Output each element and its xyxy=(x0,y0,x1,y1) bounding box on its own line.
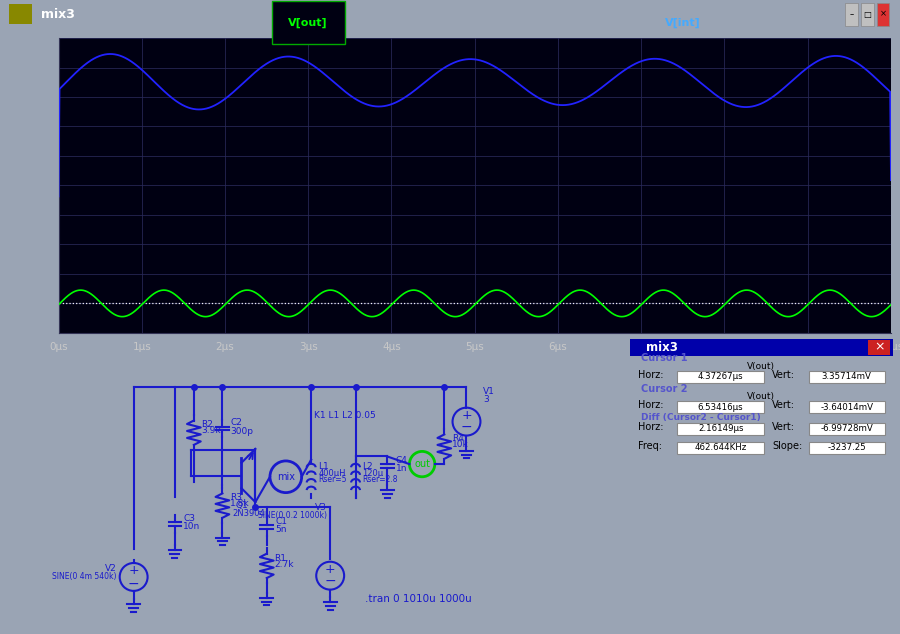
Text: –: – xyxy=(850,10,853,19)
Text: R2: R2 xyxy=(202,420,213,429)
Text: 4μs: 4μs xyxy=(382,342,400,353)
Text: .tran 0 1010u 1000u: .tran 0 1010u 1000u xyxy=(365,594,472,604)
Text: V(out): V(out) xyxy=(747,363,776,372)
Text: 10k: 10k xyxy=(452,441,469,450)
Text: +: + xyxy=(325,564,336,576)
Text: 462.644KHz: 462.644KHz xyxy=(695,443,747,453)
Text: 2.7k: 2.7k xyxy=(274,560,294,569)
Text: L2: L2 xyxy=(363,462,374,471)
Text: 9μs: 9μs xyxy=(798,342,817,353)
Text: SINE(0 4m 540k): SINE(0 4m 540k) xyxy=(52,572,116,581)
Text: 6μs: 6μs xyxy=(549,342,567,353)
Text: −: − xyxy=(461,420,472,434)
Text: mix3: mix3 xyxy=(40,8,75,21)
Bar xyxy=(877,3,889,26)
Text: 5μs: 5μs xyxy=(465,342,484,353)
Text: 1n: 1n xyxy=(395,464,407,473)
Text: R3: R3 xyxy=(230,493,242,502)
Text: -3.64014mV: -3.64014mV xyxy=(820,403,873,412)
Text: Slope:: Slope: xyxy=(772,441,802,451)
Bar xyxy=(678,423,764,435)
Text: Q1: Q1 xyxy=(235,501,248,510)
Text: −: − xyxy=(128,577,140,591)
Text: V2: V2 xyxy=(104,564,116,573)
Text: 6.53416μs: 6.53416μs xyxy=(698,403,743,412)
Text: SINE(0 0.2 1000k): SINE(0 0.2 1000k) xyxy=(258,511,327,520)
Text: −: − xyxy=(324,574,336,588)
Text: 300p: 300p xyxy=(230,427,254,436)
Bar xyxy=(809,423,885,435)
Text: 3.35714mV: 3.35714mV xyxy=(822,372,872,382)
Text: 2μs: 2μs xyxy=(216,342,234,353)
Text: Horz:: Horz: xyxy=(638,422,663,432)
Text: R4: R4 xyxy=(452,434,464,443)
Text: Cursor 2: Cursor 2 xyxy=(641,384,687,394)
Text: K1 L1 L2 0.05: K1 L1 L2 0.05 xyxy=(314,411,376,420)
Bar xyxy=(630,339,893,356)
Text: 10n: 10n xyxy=(183,522,201,531)
Text: 2N3904: 2N3904 xyxy=(232,509,265,518)
Bar xyxy=(809,401,885,413)
Text: C1: C1 xyxy=(275,517,287,526)
Text: out: out xyxy=(414,459,430,469)
Text: □: □ xyxy=(864,10,871,19)
Text: C3: C3 xyxy=(183,514,195,522)
Text: ×: × xyxy=(874,340,885,354)
Text: C4: C4 xyxy=(395,456,408,465)
Text: R1: R1 xyxy=(274,553,286,562)
Text: 2.16149μs: 2.16149μs xyxy=(698,424,743,434)
Text: V1: V1 xyxy=(483,387,495,396)
Text: Vert:: Vert: xyxy=(772,370,795,380)
Text: 1μs: 1μs xyxy=(132,342,151,353)
Text: 120μ: 120μ xyxy=(363,469,383,477)
Text: mix: mix xyxy=(277,472,295,482)
Text: +: + xyxy=(461,410,472,422)
Text: Cursor 1: Cursor 1 xyxy=(641,353,687,363)
Text: 3μs: 3μs xyxy=(299,342,318,353)
Bar xyxy=(809,442,885,454)
Text: V(out): V(out) xyxy=(747,392,776,401)
Text: mix3: mix3 xyxy=(646,341,678,354)
Text: Horz:: Horz: xyxy=(638,400,663,410)
Bar xyxy=(861,3,874,26)
Text: Freq:: Freq: xyxy=(638,441,662,451)
Text: V3: V3 xyxy=(315,503,327,512)
Text: 3: 3 xyxy=(483,395,489,404)
Text: 1.8k: 1.8k xyxy=(230,500,249,508)
Text: Rser=5: Rser=5 xyxy=(318,476,346,484)
Text: L1: L1 xyxy=(318,462,328,471)
Bar xyxy=(678,371,764,383)
Bar xyxy=(845,3,858,26)
Bar xyxy=(678,401,764,413)
Bar xyxy=(809,371,885,383)
Text: V[out]: V[out] xyxy=(288,18,328,28)
Text: Rser=2.8: Rser=2.8 xyxy=(363,476,398,484)
Text: ×: × xyxy=(879,10,886,19)
Text: 8μs: 8μs xyxy=(716,342,733,353)
Text: 5n: 5n xyxy=(275,525,286,534)
Text: Diff (Cursor2 - Cursor1): Diff (Cursor2 - Cursor1) xyxy=(641,413,760,422)
Text: 0μs: 0μs xyxy=(50,342,68,353)
Bar xyxy=(9,4,32,24)
Text: Vert:: Vert: xyxy=(772,400,795,410)
Text: Horz:: Horz: xyxy=(638,370,663,380)
Text: -6.99728mV: -6.99728mV xyxy=(821,424,873,434)
Text: +: + xyxy=(129,564,139,577)
Text: C2: C2 xyxy=(230,418,242,427)
Bar xyxy=(868,340,890,355)
Text: -3237.25: -3237.25 xyxy=(827,443,866,453)
Text: V[int]: V[int] xyxy=(665,18,701,28)
Bar xyxy=(678,442,764,454)
Text: 7μs: 7μs xyxy=(632,342,651,353)
Text: 4.37267μs: 4.37267μs xyxy=(698,372,743,382)
Text: 3.9k: 3.9k xyxy=(202,427,221,436)
Text: 400μH: 400μH xyxy=(318,469,346,477)
Text: Vert:: Vert: xyxy=(772,422,795,432)
Text: 10μs: 10μs xyxy=(878,342,900,353)
